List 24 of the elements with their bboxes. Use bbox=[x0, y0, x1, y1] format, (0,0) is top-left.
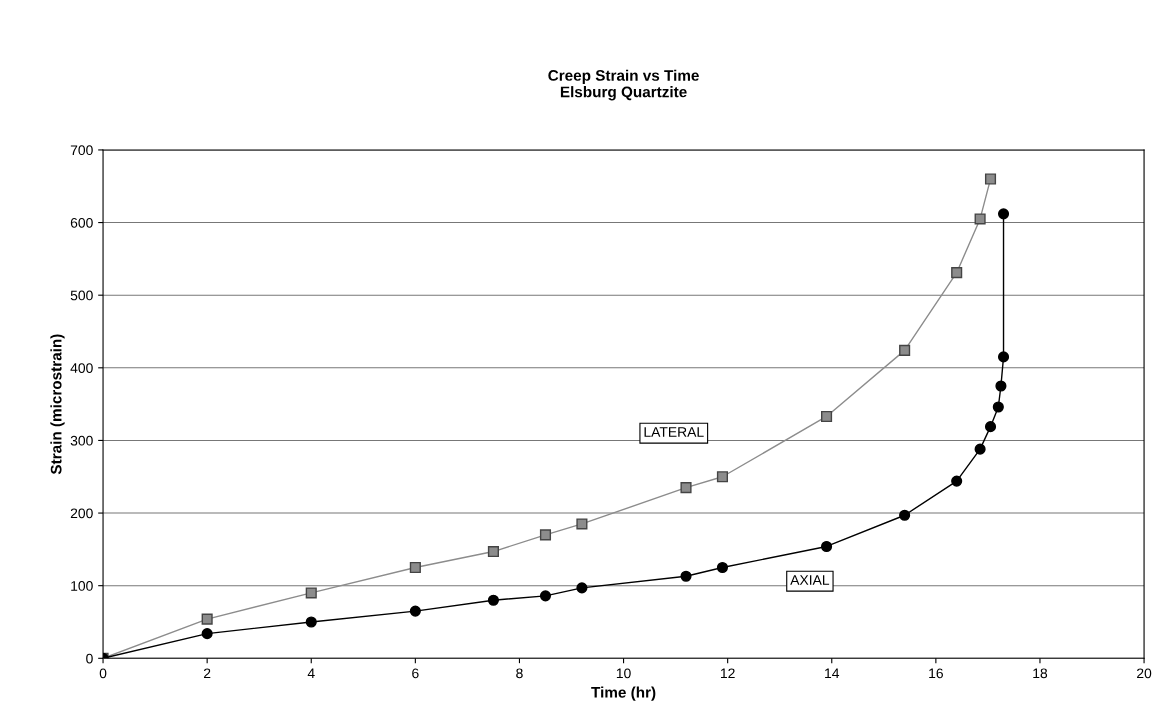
x-tick-label: 18 bbox=[1033, 668, 1048, 679]
x-tick-label: 10 bbox=[616, 668, 631, 679]
y-tick-label: 400 bbox=[70, 363, 93, 373]
y-tick-label: 0 bbox=[86, 653, 93, 664]
x-tick-label: 0 bbox=[99, 668, 107, 679]
x-tick-label: 4 bbox=[307, 668, 315, 679]
chart-title: Creep Strain vs Time Elsburg Quartzite bbox=[548, 69, 699, 101]
x-tick-label: 16 bbox=[929, 668, 943, 679]
x-tick-label: 2 bbox=[203, 668, 211, 679]
y-tick-label: 100 bbox=[71, 581, 93, 591]
y-tick-label: 700 bbox=[70, 145, 93, 156]
x-tick-label: 20 bbox=[1137, 668, 1152, 679]
y-tick-label: 200 bbox=[70, 508, 93, 519]
series-label: AXIAL bbox=[790, 575, 830, 585]
y-tick-label: 300 bbox=[70, 435, 93, 446]
x-tick-label: 14 bbox=[825, 668, 840, 679]
x-tick-label: 6 bbox=[412, 668, 419, 679]
y-tick-label: 500 bbox=[70, 290, 93, 301]
x-tick-label: 12 bbox=[720, 668, 735, 679]
text: LATERAL bbox=[644, 427, 704, 437]
y-axis-title: Strain (microstrain) bbox=[50, 334, 65, 475]
x-axis-title: Time (hr) bbox=[591, 686, 656, 701]
x-tick-label: 8 bbox=[516, 668, 523, 679]
y-tick-label: 600 bbox=[70, 217, 93, 228]
